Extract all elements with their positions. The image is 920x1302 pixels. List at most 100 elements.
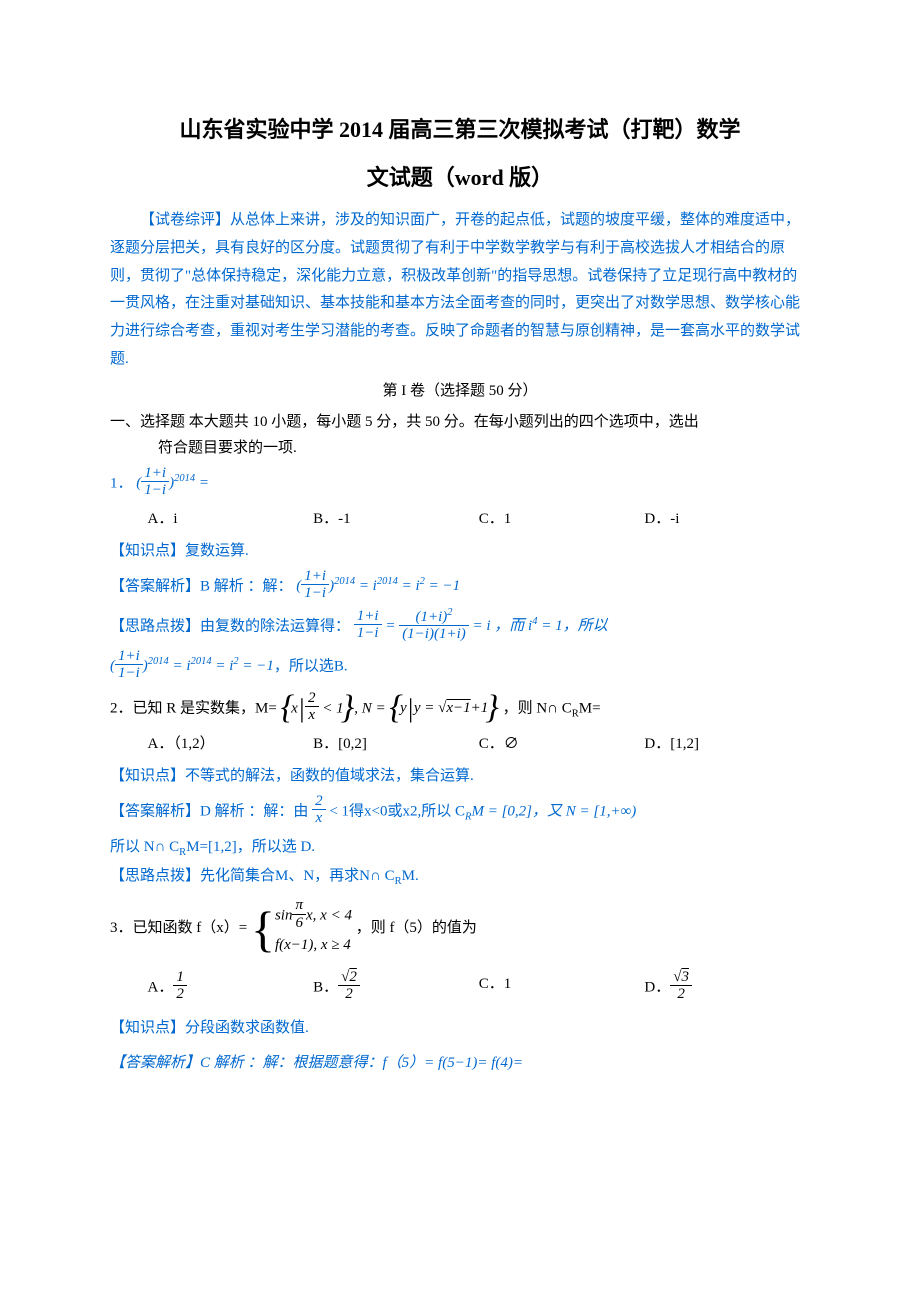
q1-ans-pow: 2014: [334, 576, 355, 587]
q2-think-t: 【思路点拨】先化简集合M、N，再求N∩ C: [110, 868, 395, 884]
q2-opt-b: B．[0,2]: [313, 731, 479, 758]
q2-opt-c: C．∅: [479, 731, 645, 758]
section1-header: 第 I 卷（选择题 50 分）: [110, 378, 810, 405]
q3-opt-d: D．√32: [644, 971, 810, 1005]
q2-ans-m2: M = [0,2]，又 N = [1,+∞): [471, 803, 636, 819]
q3-opt-c: C．1: [479, 971, 645, 1005]
q1-num: 1+i: [141, 465, 169, 483]
q2-line-end: ，则 N∩ C: [503, 700, 572, 716]
q3-ans: 【答案解析】C 解析 ：解：根据题意得：f（5）= f(5−1)= f(4)=: [110, 1055, 523, 1071]
section1-intro-a: 一、选择题 本大题共 10 小题，每小题 5 分，共 50 分。在每小题列出的四…: [110, 409, 810, 436]
q1-ans-den: 1−i: [301, 585, 329, 602]
q3-line-end: ，则 f（5）的值为: [356, 921, 477, 937]
q1-th2-d: 1−i: [115, 665, 143, 682]
q1-th2-p2: 2014: [191, 656, 212, 667]
q1-th2-t1: = i: [169, 658, 191, 674]
q1-opt-c: C．1: [479, 506, 645, 533]
q2-ans-m1: < 1得x<0或x2,所以 C: [329, 803, 465, 819]
q2-options: A．（1,2） B．[0,2] C．∅ D．[1,2]: [148, 731, 811, 758]
q2-set-x: x: [291, 700, 298, 716]
q1-th2-p: 2014: [148, 656, 169, 667]
q3-p1-pre: sin: [275, 908, 293, 924]
q1-answer: 【答案解析】B 解析 ：解： (1+i1−i)2014 = i2014 = i2…: [110, 570, 810, 604]
title-line1: 山东省实验中学 2014 届高三第三次模拟考试（打靶）数学: [110, 110, 810, 150]
q1-th-eqi: = i ，而 i: [469, 618, 532, 634]
q2-opt-a: A．（1,2）: [148, 731, 314, 758]
q1-opt-a: A．i: [148, 506, 314, 533]
exam-comment: 【试卷综评】从总体上来讲，涉及的知识面广，开卷的起点低，试题的坡度平缓，整体的难…: [110, 207, 810, 374]
q2-opt-d: D．[1,2]: [644, 731, 810, 758]
q1-options: A．i B．-1 C．1 D．-i: [148, 506, 811, 533]
q1-opt-d: D．-i: [644, 506, 810, 533]
q3-b-s: 2: [349, 969, 357, 985]
q1-ans-t1: = i: [355, 578, 377, 594]
q1-ans-eq: = −1: [425, 578, 460, 594]
q2-n-mid: y =: [414, 700, 438, 716]
q1-th-end: ，所以选B.: [274, 658, 348, 674]
q1-number: 1．: [110, 475, 133, 491]
q3-opt-b: B．√22: [313, 971, 479, 1005]
q3-opt-a: A．12: [148, 971, 314, 1005]
q1-th2-t2: = i: [212, 658, 234, 674]
q1-th-n2: (1+i): [415, 609, 447, 625]
q3-a-n: 1: [173, 969, 187, 987]
q1-th-mid: =: [382, 618, 400, 634]
section1-intro-b: 符合题目要求的一项.: [110, 435, 810, 462]
q2-ans-pre: 【答案解析】D 解析 ：解：由: [110, 803, 308, 819]
q1-th-n1: 1+i: [354, 608, 382, 626]
q1-ans-t2: = i: [398, 578, 420, 594]
q1-prompt: 1． (1+i1−i)2014 =: [110, 467, 810, 501]
q1-th2-n: 1+i: [115, 648, 143, 666]
q1-ans-p2: 2014: [377, 576, 398, 587]
q3-d-d: 2: [670, 986, 692, 1003]
q3-b-pre: B．: [313, 979, 338, 995]
q1-think1: 【思路点拨】由复数的除法运算得： 1+i1−i = (1+i)2(1−i)(1+…: [110, 609, 810, 645]
q2-sub-r: R: [572, 708, 579, 719]
q2-frac-n: 2: [305, 690, 319, 708]
q2-answer2: 所以 N∩ CRM=[1,2]，所以选 D.: [110, 834, 810, 863]
q2-think: 【思路点拨】先化简集合M、N，再求N∩ CRM.: [110, 863, 810, 892]
q1-pow: 2014: [174, 473, 195, 484]
q1-answer-prefix: 【答案解析】B 解析 ：解：: [110, 578, 293, 594]
q1-knowledge: 【知识点】复数运算.: [110, 538, 810, 565]
q1-think2: (1+i1−i)2014 = i2014 = i2 = −1，所以选B.: [110, 650, 810, 684]
q3-p1-n: π: [292, 897, 306, 915]
q2-answer1: 【答案解析】D 解析 ：解：由 2x < 1得x<0或x2,所以 CRM = […: [110, 795, 810, 829]
q2-ans-l2b: M=[1,2]，所以选 D.: [186, 839, 315, 855]
q2-prompt: 2．已知 R 是实数集，M= { x|2x < 1 } , N = { y|y …: [110, 692, 810, 726]
q2-n-pre: , N =: [354, 700, 389, 716]
q1-th-d2: (1−i)(1+i): [399, 626, 469, 643]
q1-th-eq1: = 1，所以: [537, 618, 607, 634]
q1-opt-b: B．-1: [313, 506, 479, 533]
q3-d-s: 3: [681, 969, 689, 985]
q3-answer: 【答案解析】C 解析 ：解：根据题意得：f（5）= f(5−1)= f(4)=: [110, 1050, 810, 1077]
q2-frac-d: x: [305, 707, 319, 724]
q3-line: 3．已知函数 f（x）=: [110, 921, 247, 937]
q2-ans-fn: 2: [312, 793, 326, 811]
q3-a-d: 2: [173, 986, 187, 1003]
q2-n-sqrt: x−1: [446, 700, 470, 716]
q1-ans-num: 1+i: [301, 568, 329, 586]
q2-ans-l2: 所以 N∩ C: [110, 839, 179, 855]
q1-think-prefix: 【思路点拨】由复数的除法运算得：: [110, 618, 350, 634]
q3-b-d: 2: [338, 986, 360, 1003]
q2-line-end2: M=: [579, 700, 601, 716]
q1-th-d1: 1−i: [354, 625, 382, 642]
q3-a-pre: A．: [148, 979, 174, 995]
q2-knowledge: 【知识点】不等式的解法，函数的值域求法，集合运算.: [110, 763, 810, 790]
q3-knowledge: 【知识点】分段函数求函数值.: [110, 1015, 810, 1042]
q2-line: 2．已知 R 是实数集，M=: [110, 700, 277, 716]
q2-ans-fd: x: [312, 810, 326, 827]
q1-den: 1−i: [141, 482, 169, 499]
q2-set-y: y: [400, 700, 407, 716]
q3-d-pre: D．: [644, 979, 670, 995]
q3-options: A．12 B．√22 C．1 D．√32: [148, 971, 811, 1005]
q2-th-sr: R: [395, 876, 402, 887]
title-line2: 文试题（word 版）: [110, 158, 810, 198]
q3-p1-d: 6: [292, 915, 306, 932]
q3-p2: f(x−1), x ≥ 4: [275, 933, 352, 959]
q3-prompt: 3．已知函数 f（x）= { sinπ6x, x < 4 f(x−1), x ≥…: [110, 899, 810, 959]
q2-th-end: M.: [402, 868, 419, 884]
q1-th2-eq: = −1: [239, 658, 274, 674]
q3-p1-t: x, x < 4: [306, 908, 352, 924]
